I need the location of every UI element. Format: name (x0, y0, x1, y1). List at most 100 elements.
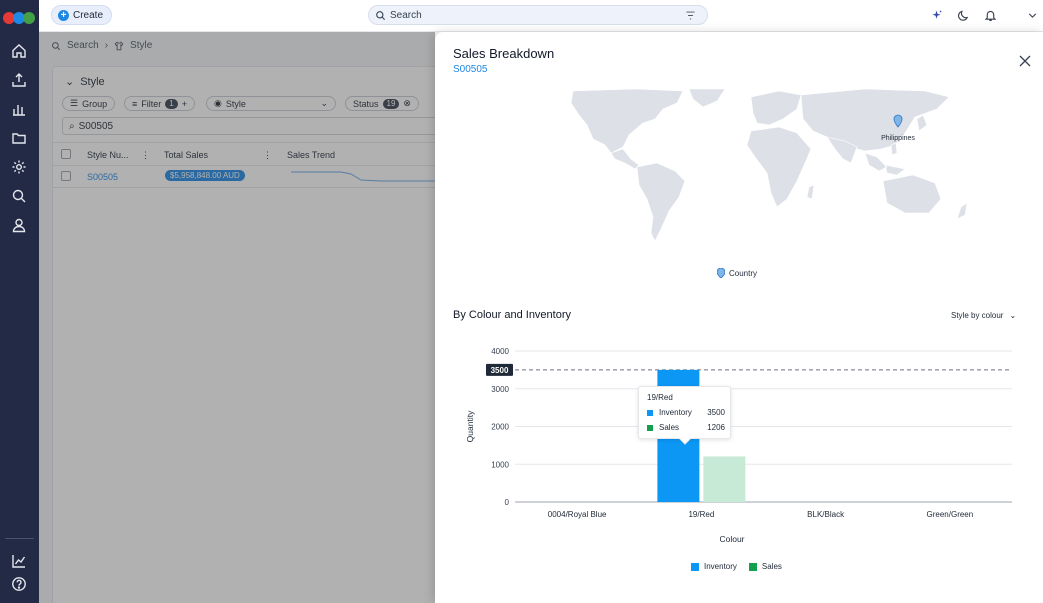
chevron-down-icon: ⌄ (1009, 311, 1017, 320)
upload-icon[interactable] (9, 70, 29, 90)
app-logo[interactable] (3, 12, 35, 26)
y-tick-label: 1000 (491, 460, 509, 469)
chevron-down-icon: ⌄ (320, 98, 328, 108)
tooltip-series-value: 1206 (707, 423, 725, 432)
chevron-down-icon: ⌄ (65, 76, 75, 88)
map-legend-label: Country (729, 268, 758, 278)
style-chip[interactable]: ◉ Style ⌄ (206, 96, 336, 111)
map-greenland (688, 89, 726, 108)
map-madagascar (806, 184, 815, 200)
status-chip[interactable]: Status 19 ⊗ (345, 96, 419, 111)
search-icon[interactable] (9, 186, 29, 206)
group-chip[interactable]: ☰ Group (62, 96, 116, 111)
breadcrumb-search[interactable]: Search (67, 40, 99, 51)
select-all-checkbox[interactable] (61, 149, 71, 159)
x-axis-label: Colour (719, 534, 744, 544)
map-india (826, 136, 858, 164)
map-pin-icon[interactable] (893, 114, 903, 128)
breadcrumb-style[interactable]: Style (130, 40, 153, 51)
search-placeholder: Search (390, 9, 422, 21)
user-icon[interactable] (9, 215, 29, 235)
global-search-input[interactable]: Search (368, 5, 708, 25)
y-tick-label: 4000 (491, 347, 509, 356)
map-asia (800, 89, 950, 152)
inventory-swatch (647, 409, 653, 416)
map-new-zealand (956, 202, 968, 220)
chart-tooltip: 19/Red Inventory 3500 Sales 1206 (638, 386, 731, 445)
map-japan (916, 114, 928, 132)
sparkle-icon[interactable] (929, 8, 943, 22)
column-header-style-number[interactable]: Style Nu... (87, 150, 129, 160)
style-dropdown-label: Style by colour (951, 311, 1004, 320)
tooltip-row-inventory: Inventory 3500 (647, 408, 725, 417)
filter-icon[interactable] (685, 10, 696, 21)
help-icon[interactable] (9, 574, 29, 594)
x-tick-label: 19/Red (688, 510, 714, 519)
filter-chip[interactable]: ≡ Filter 1 + (124, 96, 195, 111)
bar-sales (703, 456, 746, 502)
folder-icon[interactable] (9, 128, 29, 148)
world-map[interactable]: Philippines (565, 89, 975, 249)
map-africa (746, 126, 812, 208)
legend-item-sales[interactable]: Sales (748, 562, 782, 571)
y-tick-label: 0 (505, 498, 510, 507)
y-tick-label: 2000 (491, 423, 509, 432)
tooltip-series-name: Sales (659, 423, 680, 432)
tooltip-series-name: Inventory (659, 408, 692, 417)
column-menu-icon[interactable]: ⋮ (263, 150, 272, 160)
card-title[interactable]: ⌄ Style (65, 75, 105, 89)
shirt-icon (114, 41, 124, 50)
filter-chip-label: Filter (141, 98, 162, 109)
style-card: ⌄ Style ☰ Group ≡ Filter 1 + ◉ Style ⌄ S… (52, 66, 452, 603)
map-australia (882, 174, 942, 214)
style-number-link[interactable]: S00505 (87, 172, 119, 182)
analytics-icon[interactable] (9, 99, 29, 119)
close-icon[interactable] (1019, 55, 1031, 67)
create-button[interactable]: + Create (51, 5, 113, 25)
column-header-total-sales[interactable]: Total Sales (164, 150, 209, 160)
home-icon[interactable] (9, 41, 29, 61)
map-philippines (890, 142, 898, 156)
sales-trend-sparkline (291, 171, 441, 182)
legend-item-inventory[interactable]: Inventory (691, 562, 737, 571)
status-chip-label: Status (353, 98, 379, 109)
sales-breakdown-panel: Sales Breakdown S00505 (435, 32, 1043, 603)
filter-count-badge: 1 (165, 98, 178, 109)
gear-icon[interactable] (9, 157, 29, 177)
plus-icon: + (58, 9, 69, 21)
legend-label: Sales (761, 562, 782, 571)
chart-legend: Inventory Sales (691, 562, 782, 571)
row-checkbox[interactable] (61, 171, 71, 181)
map-south-america (636, 162, 686, 242)
reference-label-bg (486, 363, 513, 376)
main-content: Search › Style ⌄ Style ☰ Group ≡ Filter … (39, 32, 452, 603)
column-menu-icon[interactable]: ⋮ (141, 150, 150, 160)
map-pin-icon (717, 268, 725, 278)
modal-backdrop[interactable] (39, 32, 435, 603)
legend-label: Inventory (704, 562, 737, 571)
breadcrumb: Search › Style (51, 40, 152, 51)
map-legend: Country (717, 268, 757, 278)
column-header-sales-trend[interactable]: Sales Trend (287, 150, 336, 160)
close-icon[interactable]: ⊗ (403, 98, 411, 108)
chevron-down-icon[interactable] (1025, 8, 1039, 22)
filter-icon: ≡ (132, 98, 138, 109)
x-tick-label: BLK/Black (807, 510, 845, 519)
search-icon (376, 10, 386, 20)
bell-icon[interactable] (983, 8, 997, 22)
map-southeast-asia (864, 152, 906, 176)
add-icon[interactable]: + (181, 98, 187, 109)
table-row[interactable]: S00505 $5,958,848.00 AUD (53, 166, 451, 188)
reports-icon[interactable] (9, 551, 29, 571)
breadcrumb-separator: › (104, 40, 109, 51)
map-north-america (570, 89, 684, 154)
style-by-colour-dropdown[interactable]: Style by colour ⌄ (951, 311, 1016, 320)
y-tick-label: 3000 (491, 385, 509, 394)
map-central-america (610, 148, 640, 170)
search-icon: ⌕ (69, 120, 75, 132)
y-axis-label: Quantity (465, 410, 475, 442)
moon-icon[interactable] (956, 8, 970, 22)
status-count-badge: 19 (382, 98, 400, 109)
panel-style-link[interactable]: S00505 (453, 64, 488, 75)
style-search-value: S00505 (78, 120, 114, 132)
